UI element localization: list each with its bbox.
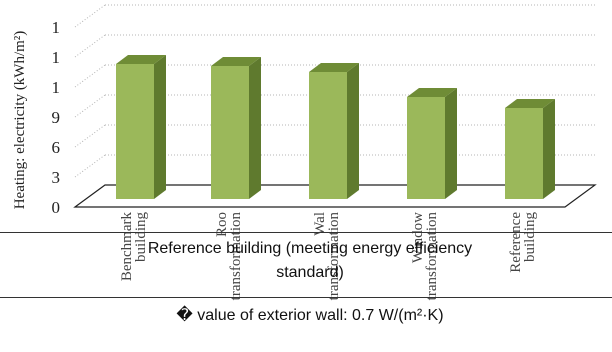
bar-front bbox=[309, 72, 347, 199]
category-label: Roo bbox=[214, 212, 230, 237]
bar-top bbox=[407, 88, 457, 97]
bar-front bbox=[407, 97, 445, 199]
bar-front bbox=[505, 108, 543, 199]
rule-top bbox=[0, 232, 612, 233]
bar-front bbox=[211, 66, 249, 199]
bar-5 bbox=[505, 99, 555, 199]
category-label: transformation bbox=[228, 212, 244, 301]
category-label: Wal bbox=[312, 212, 328, 236]
category-label: Window bbox=[410, 212, 426, 263]
rule-bottom bbox=[0, 297, 612, 298]
bar-front bbox=[116, 64, 154, 199]
category-label: transformation bbox=[326, 212, 342, 301]
bar-4 bbox=[407, 88, 457, 199]
gridline-diag bbox=[74, 94, 106, 118]
category-label: Benchmark bbox=[119, 212, 135, 282]
bar-top bbox=[211, 57, 261, 66]
bar-3 bbox=[309, 63, 359, 199]
y-tick-label: 1 bbox=[52, 48, 61, 67]
bar-top bbox=[309, 63, 359, 72]
caption-line-2: standard) bbox=[276, 264, 344, 281]
bar-side bbox=[154, 55, 166, 199]
bar-2 bbox=[211, 57, 261, 199]
y-tick-label: 6 bbox=[52, 138, 61, 157]
caption-reference-building: Reference building (meeting energy effic… bbox=[60, 237, 560, 285]
gridline-diag bbox=[74, 154, 106, 178]
y-tick-labels: 0 3 6 9 1 1 1 bbox=[52, 18, 61, 217]
gridline-diag bbox=[74, 64, 106, 88]
y-axis-label: Heating: electricity (kWh/m²) bbox=[12, 31, 28, 210]
y-tick-label: 1 bbox=[52, 78, 61, 97]
gridline-diag bbox=[74, 124, 106, 148]
bar-1 bbox=[116, 55, 166, 199]
category-label: building bbox=[133, 212, 149, 263]
bars bbox=[116, 55, 555, 199]
category-label: building bbox=[522, 212, 538, 263]
bar-top bbox=[116, 55, 166, 64]
gridline-diag bbox=[74, 34, 106, 58]
bar-top bbox=[505, 99, 555, 108]
bar-side bbox=[445, 88, 457, 199]
bar-side bbox=[543, 99, 555, 199]
y-tick-label: 1 bbox=[52, 18, 61, 37]
category-label: Reference bbox=[508, 212, 524, 273]
y-tick-label: 3 bbox=[52, 168, 61, 187]
category-label: transformation bbox=[424, 212, 440, 301]
y-tick-label: 0 bbox=[52, 198, 61, 217]
bar-side bbox=[249, 57, 261, 199]
caption-wall-value: � value of exterior wall: 0.7 W/(m²·K) bbox=[176, 307, 444, 324]
caption-line-1: Reference building (meeting energy effic… bbox=[147, 240, 473, 257]
gridline-diag bbox=[74, 4, 106, 28]
y-tick-label: 9 bbox=[52, 108, 61, 127]
bar-side bbox=[347, 63, 359, 199]
